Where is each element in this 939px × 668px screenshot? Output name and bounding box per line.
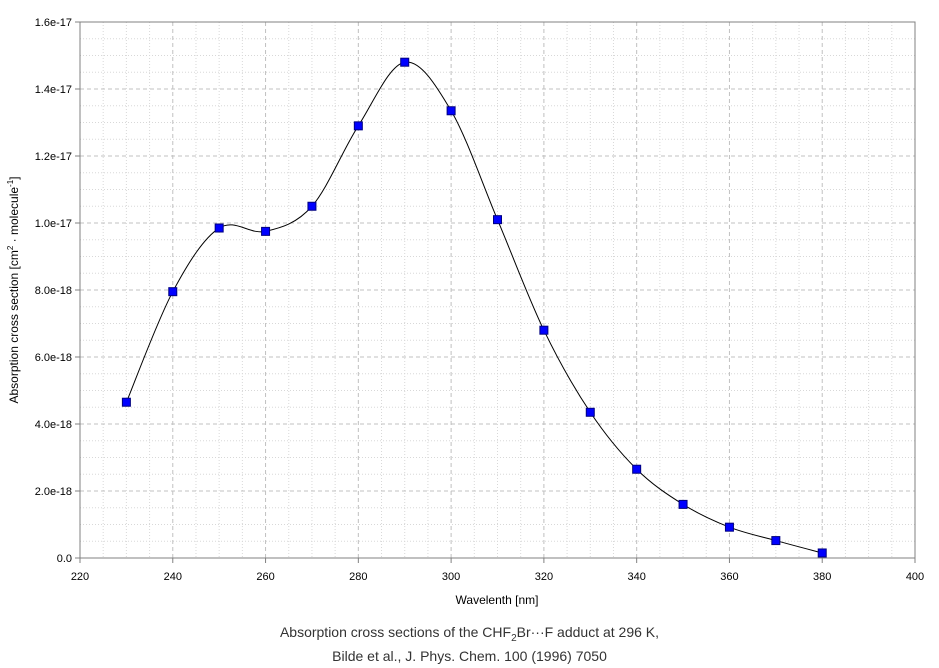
data-point-marker xyxy=(678,499,688,509)
y-tick-label: 6.0e-18 xyxy=(35,352,72,364)
y-tick-label: 1.2e-17 xyxy=(35,151,72,163)
data-point-marker xyxy=(539,325,549,335)
x-axis-ticks: 220 240 260 280 300 320 340 360 380 400 xyxy=(71,558,924,583)
caption-line-1: Absorption cross sections of the CHF2Br·… xyxy=(279,624,660,644)
data-point-marker xyxy=(585,407,595,417)
x-tick-label: 260 xyxy=(256,571,274,583)
data-point-marker xyxy=(446,106,456,116)
data-point-marker xyxy=(307,201,317,211)
y-tick-label: 1.0e-17 xyxy=(35,218,72,230)
data-markers xyxy=(121,57,827,558)
x-tick-label: 240 xyxy=(164,571,182,583)
data-point-marker xyxy=(632,464,642,474)
data-point-marker xyxy=(353,121,363,131)
data-point-marker xyxy=(724,522,734,532)
y-axis-ticks: 0.0 2.0e-18 4.0e-18 6.0e-18 8.0e-18 1.0e-17 1.… xyxy=(35,17,80,565)
x-axis-title: Wavelenth [nm] xyxy=(456,593,539,607)
x-tick-label: 360 xyxy=(720,571,738,583)
data-point-marker xyxy=(261,226,271,236)
y-tick-label: 0.0 xyxy=(57,553,72,565)
y-tick-label: 1.6e-17 xyxy=(35,17,72,29)
x-tick-label: 280 xyxy=(349,571,367,583)
data-point-marker xyxy=(168,287,178,297)
y-tick-label: 1.4e-17 xyxy=(35,84,72,96)
data-point-marker xyxy=(817,548,827,558)
series-curve xyxy=(125,61,823,554)
y-tick-label: 2.0e-18 xyxy=(35,486,72,498)
absorption-chart: 220 240 260 280 300 320 340 360 380 400 0.0 2.0e-1… xyxy=(6,17,924,607)
x-tick-label: 340 xyxy=(627,571,645,583)
data-point-marker xyxy=(121,397,131,407)
data-point-marker xyxy=(400,57,410,67)
x-tick-label: 400 xyxy=(906,571,924,583)
x-tick-label: 300 xyxy=(442,571,460,583)
data-point-marker xyxy=(493,215,502,225)
x-tick-label: 380 xyxy=(813,571,831,583)
y-tick-label: 4.0e-18 xyxy=(35,419,72,431)
data-point-marker xyxy=(771,536,781,546)
y-axis-title: Absorption cross section [cm2 · molecule… xyxy=(6,176,21,403)
y-tick-label: 8.0e-18 xyxy=(35,285,72,297)
x-tick-label: 220 xyxy=(71,571,89,583)
x-tick-label: 320 xyxy=(535,571,553,583)
data-point-marker xyxy=(214,223,224,233)
caption-line-2: Bilde et al., J. Phys. Chem. 100 (1996) … xyxy=(332,648,607,664)
